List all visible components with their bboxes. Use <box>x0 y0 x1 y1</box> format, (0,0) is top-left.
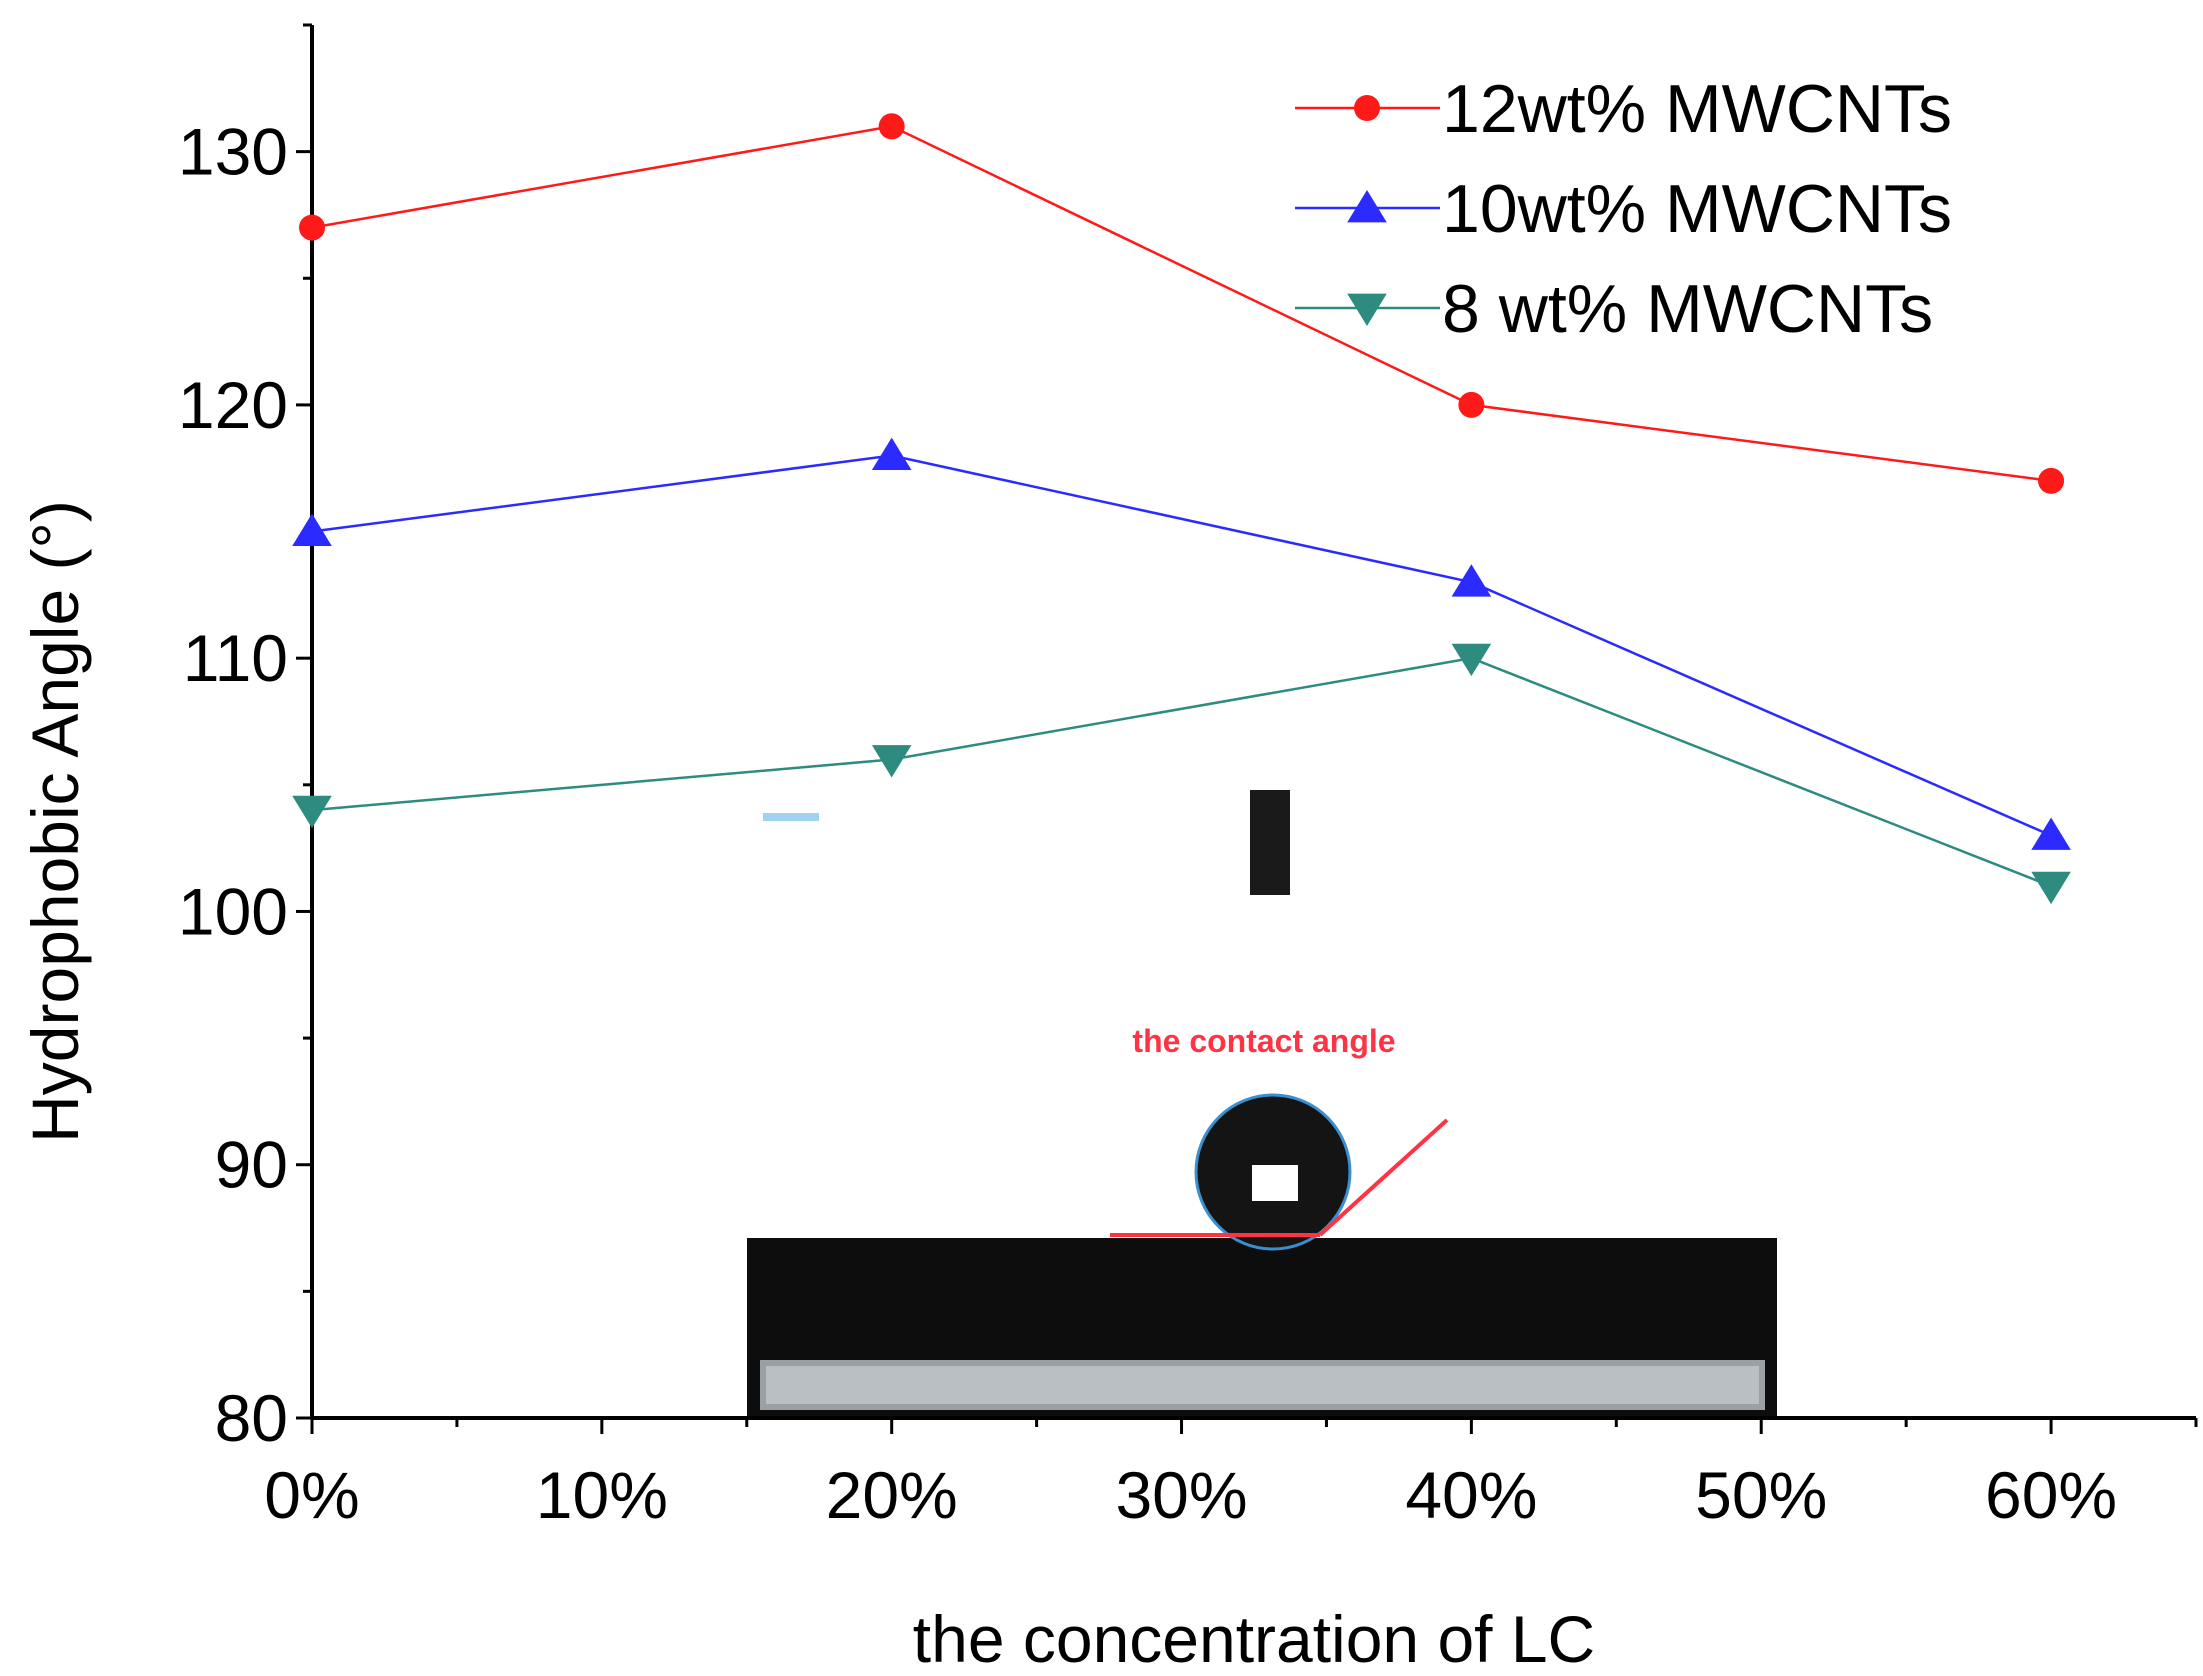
legend-label: 8 wt% MWCNTs <box>1442 271 1933 347</box>
axes: 80 90 100 110 120 130 0% 10% 20% 30% 40% 50% 60% the … <box>18 23 2198 1676</box>
legend-marker <box>1354 95 1380 121</box>
x-tick-label: 0% <box>264 1458 359 1532</box>
x-tick-label: 20% <box>826 1458 958 1532</box>
y-tick-label: 80 <box>215 1381 288 1455</box>
data-point <box>1458 391 1485 418</box>
y-axis-title: Hydrophobic Angle (°) <box>18 500 92 1143</box>
contact-angle-photo <box>747 790 1777 1416</box>
y-tick-label: 130 <box>178 115 288 189</box>
x-tick-label: 50% <box>1695 1458 1827 1532</box>
y-tick-label: 110 <box>183 621 288 695</box>
data-point <box>1451 564 1492 597</box>
legend-label: 10wt% MWCNTs <box>1442 171 1952 247</box>
data-point <box>2038 467 2065 494</box>
series-layer <box>292 113 2071 905</box>
series-line <box>311 656 2052 888</box>
data-point <box>878 113 905 140</box>
data-point <box>299 214 325 241</box>
series-3 <box>292 643 2071 905</box>
series-line <box>311 125 2052 483</box>
x-tick-label: 40% <box>1405 1458 1537 1532</box>
series-2 <box>292 437 2071 850</box>
legend-entry: 8 wt% MWCNTs <box>1295 271 1933 347</box>
legend-entry: 12wt% MWCNTs <box>1295 71 1952 147</box>
legend-marker <box>1347 293 1387 326</box>
y-tick-label: 120 <box>178 368 288 442</box>
x-tick-label: 30% <box>1115 1458 1247 1532</box>
legend-marker <box>1347 190 1387 223</box>
data-point <box>292 795 332 829</box>
data-point <box>871 437 912 470</box>
legend-entry: 10wt% MWCNTs <box>1295 171 1952 247</box>
y-tick-label: 90 <box>215 1128 288 1202</box>
y-tick-label: 100 <box>178 874 288 948</box>
legend: 12wt% MWCNTs 10wt% MWCNTs 8 wt% MWCNTs <box>1295 71 1952 347</box>
x-axis-title: the concentration of LC <box>913 1602 1595 1676</box>
series-line <box>311 454 2052 837</box>
data-point <box>2031 871 2071 905</box>
x-tick-label: 10% <box>536 1458 668 1532</box>
data-point <box>2031 817 2071 850</box>
data-point <box>1451 643 1492 677</box>
series-1 <box>299 113 2065 494</box>
data-point <box>871 745 912 778</box>
data-point <box>292 513 332 546</box>
x-tick-label: 60% <box>1985 1458 2117 1532</box>
contact-angle-annotation: the contact angle <box>1132 1023 1395 1059</box>
legend-label: 12wt% MWCNTs <box>1442 71 1952 147</box>
